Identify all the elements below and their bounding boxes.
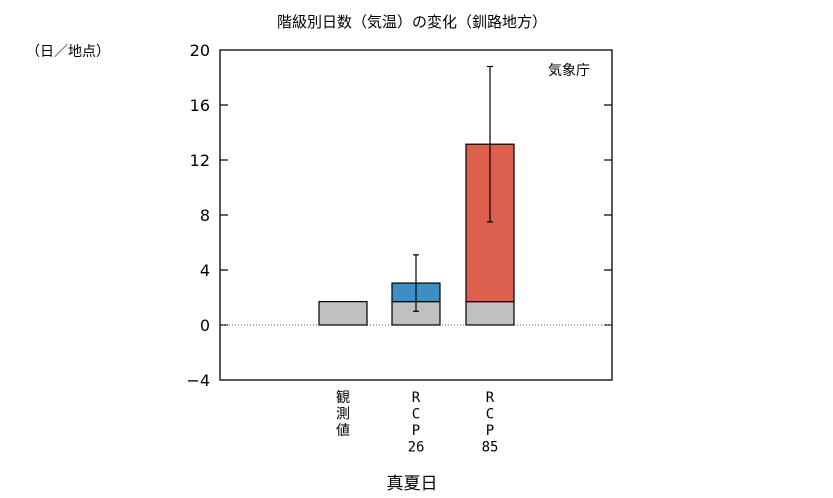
- x-category-label: 値: [336, 423, 350, 439]
- y-tick-label: 16: [190, 96, 210, 115]
- x-axis-label: 真夏日: [387, 474, 438, 494]
- y-tick-label: 0: [200, 316, 210, 335]
- x-category-label: R: [486, 390, 495, 406]
- x-category-label: 26: [408, 440, 425, 456]
- x-category-label: 測: [336, 407, 350, 423]
- bar-observed: [318, 301, 368, 326]
- x-category-label: P: [486, 423, 494, 439]
- x-category-label: C: [412, 407, 420, 423]
- y-tick-label: 20: [190, 41, 210, 60]
- y-tick-label: −4: [186, 371, 210, 390]
- x-category-label: 観: [336, 389, 350, 406]
- chart-title: 階級別日数（気温）の変化（釧路地方）: [277, 13, 547, 31]
- x-category-label: R: [412, 390, 421, 406]
- plot-frame: [219, 49, 613, 381]
- bars: [318, 143, 515, 326]
- source-label: 気象庁: [548, 63, 590, 79]
- y-tick-label: 4: [200, 261, 210, 280]
- y-axis: −4 0 4 8 12 16 20: [186, 41, 612, 390]
- error-bars: [413, 65, 493, 312]
- y-tick-label: 12: [190, 151, 210, 170]
- x-category-label: C: [486, 407, 494, 423]
- x-category-label: P: [412, 423, 420, 439]
- y-axis-unit-label: （日／地点）: [26, 44, 110, 60]
- y-tick-label: 8: [200, 206, 210, 225]
- bar-observed: [465, 301, 515, 326]
- x-category-label: 85: [482, 440, 499, 456]
